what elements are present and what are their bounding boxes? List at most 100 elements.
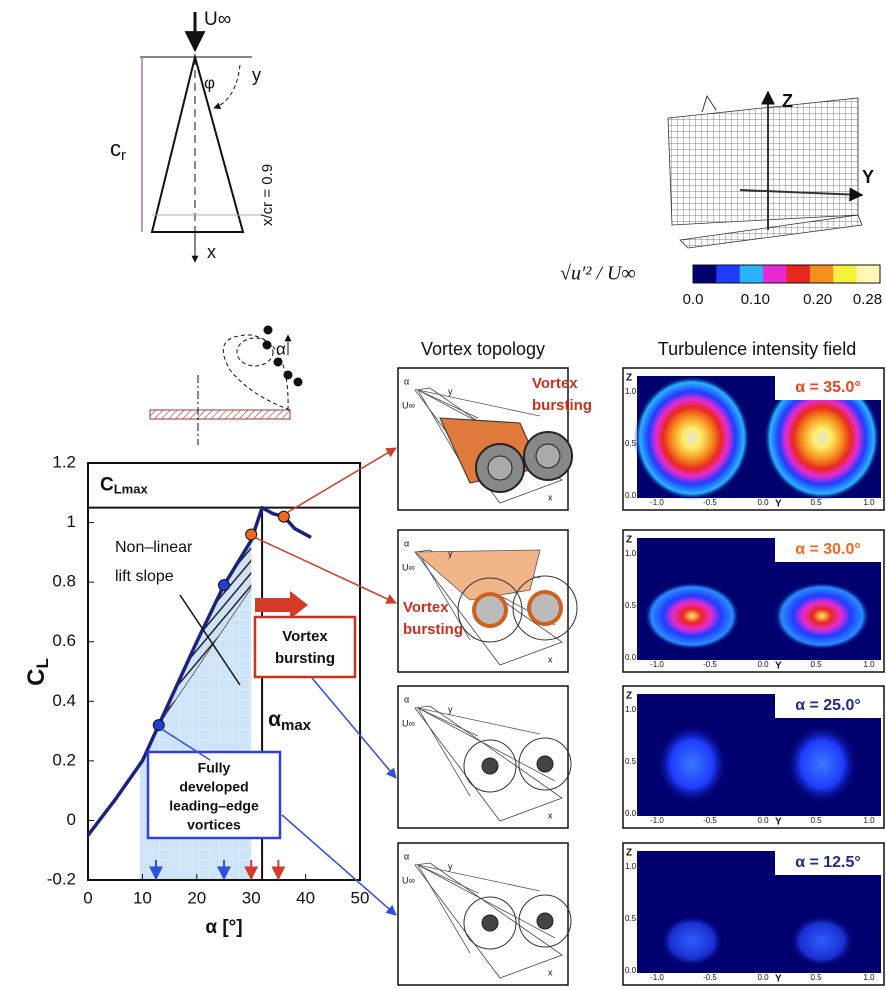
sketch-label: U∞ bbox=[402, 562, 415, 572]
y-tick-label: 1 bbox=[67, 512, 76, 531]
field-blob bbox=[634, 376, 750, 500]
sketch-label: x bbox=[548, 492, 553, 502]
colorbar-label: √u′² / U∞ bbox=[560, 263, 636, 285]
field-x-tick: -0.5 bbox=[703, 660, 717, 669]
x-tick-label: 10 bbox=[133, 888, 152, 907]
cl-marker bbox=[278, 511, 289, 522]
sketch-label: y bbox=[448, 386, 453, 396]
field-x-tick: 0.0 bbox=[757, 660, 769, 669]
topology-title: Vortex topology bbox=[421, 339, 545, 359]
colorbar-swatch bbox=[810, 265, 834, 283]
field-y-tick: 1.0 bbox=[625, 549, 637, 558]
field-x-tick: -0.5 bbox=[703, 498, 717, 507]
x-tick-label: 30 bbox=[242, 888, 261, 907]
vortex-core bbox=[482, 758, 498, 774]
alpha-label: α = 12.5° bbox=[795, 854, 861, 871]
field-y-tick: 0.5 bbox=[625, 757, 637, 766]
topology-label: bursting bbox=[403, 621, 463, 638]
topology-label: bursting bbox=[532, 397, 592, 414]
z-axis-label: Z bbox=[782, 91, 793, 111]
sketch-label: α bbox=[404, 538, 409, 548]
field-x-tick: 0.5 bbox=[810, 816, 822, 825]
clmax-label: CLmax bbox=[100, 474, 148, 496]
field-x-tick: 0.5 bbox=[810, 973, 822, 982]
field-y-label: Z bbox=[626, 373, 632, 384]
sketch-label: y bbox=[448, 704, 453, 714]
field-x-label: Y bbox=[775, 661, 782, 672]
field-x-tick: 1.0 bbox=[863, 973, 875, 982]
alpha-label: α = 25.0° bbox=[795, 697, 861, 714]
y-axis-sub: L bbox=[33, 658, 52, 668]
sketch-label: U∞ bbox=[402, 400, 415, 410]
field-y-tick: 1.0 bbox=[625, 387, 637, 396]
y-tick-label: 1.2 bbox=[52, 452, 76, 471]
field-blob bbox=[656, 724, 728, 804]
field-x-label: Y bbox=[775, 974, 782, 985]
field-y-label: Z bbox=[626, 691, 632, 702]
field-blob bbox=[786, 724, 858, 804]
field-y-tick: 0.0 bbox=[625, 491, 637, 500]
field-x-tick: 0.0 bbox=[757, 973, 769, 982]
alpha-max-main: α bbox=[268, 708, 281, 731]
sketch-label: x bbox=[548, 810, 553, 820]
y-tick-label: 0.8 bbox=[52, 572, 76, 591]
y-tick-label: 0.4 bbox=[52, 691, 76, 710]
vortex-core bbox=[537, 913, 553, 929]
colorbar-swatch bbox=[833, 265, 857, 283]
phi-label: φ bbox=[204, 73, 215, 92]
field-x-tick: -1.0 bbox=[650, 973, 664, 982]
sketch-label: α bbox=[404, 694, 409, 704]
colorbar-swatch bbox=[857, 265, 881, 283]
colorbar-swatch bbox=[716, 265, 740, 283]
field-y-tick: 0.5 bbox=[625, 439, 637, 448]
field-x-label: Y bbox=[775, 499, 782, 510]
field-x-tick: 0.0 bbox=[757, 816, 769, 825]
y-tick-label: 0.6 bbox=[52, 631, 76, 650]
colorbar-swatch bbox=[787, 265, 811, 283]
field-y-label: Z bbox=[626, 848, 632, 859]
x-axis-label: α [°] bbox=[205, 917, 242, 938]
topology-label: Vortex bbox=[532, 375, 578, 392]
vortex-core bbox=[474, 594, 506, 626]
cr-sub: r bbox=[121, 147, 126, 164]
y-axis-label: CL bbox=[23, 658, 52, 686]
field-y-tick: 0.5 bbox=[625, 914, 637, 923]
field-y-tick: 0.5 bbox=[625, 601, 637, 610]
field-x-tick: -0.5 bbox=[703, 973, 717, 982]
vortex-inner bbox=[488, 456, 512, 480]
bursting-box bbox=[255, 617, 355, 677]
sketch-label: x bbox=[548, 967, 553, 977]
vortex-core bbox=[529, 592, 561, 624]
field-blob bbox=[774, 582, 870, 650]
developed-label: vortices bbox=[187, 817, 241, 833]
colorbar-swatch bbox=[763, 265, 787, 283]
sketch-label: α bbox=[404, 376, 409, 386]
y-axis-main: C bbox=[23, 669, 50, 686]
alpha-label: α = 30.0° bbox=[795, 541, 861, 558]
y-tick-label: -0.2 bbox=[47, 869, 76, 888]
clmax-sub: Lmax bbox=[114, 482, 149, 497]
nonlinear-label: Non–linear bbox=[115, 539, 193, 556]
colorbar-swatch bbox=[693, 265, 717, 283]
colorbar-tick-label: 0.0 bbox=[683, 291, 704, 308]
x-tick-label: 20 bbox=[187, 888, 206, 907]
y-label: y bbox=[252, 65, 261, 85]
y-axis-label: Y bbox=[862, 167, 874, 187]
developed-label: Fully bbox=[198, 760, 231, 776]
field-y-tick: 1.0 bbox=[625, 705, 637, 714]
field-x-tick: 0.0 bbox=[757, 498, 769, 507]
field-x-tick: -0.5 bbox=[703, 816, 717, 825]
field-blob bbox=[660, 915, 724, 967]
field-y-label: Z bbox=[626, 535, 632, 546]
alpha-max-sub: max bbox=[281, 717, 312, 734]
figure: U∞ φ y cr x/cr = 0.9 x Z Y √u′² / U∞ 0.0… bbox=[0, 0, 886, 990]
field-x-tick: 1.0 bbox=[863, 816, 875, 825]
colorbar-tick-label: 0.20 bbox=[803, 291, 832, 308]
wing-sketch bbox=[140, 12, 262, 262]
bursting-label: Vortex bbox=[282, 628, 328, 645]
field-x-tick: 0.5 bbox=[810, 660, 822, 669]
field-x-tick: -1.0 bbox=[650, 660, 664, 669]
x-label: x bbox=[207, 242, 216, 262]
u-inf-label: U∞ bbox=[204, 9, 231, 30]
